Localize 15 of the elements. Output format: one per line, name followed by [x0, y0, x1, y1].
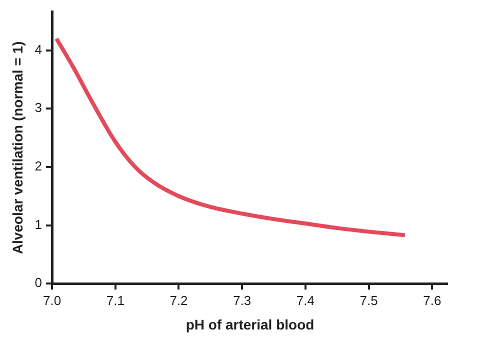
y-tick-label: 3	[34, 100, 42, 116]
x-tick-label: 7.6	[423, 292, 442, 308]
x-tick-label: 7.2	[170, 292, 188, 308]
y-tick-label: 2	[34, 158, 42, 174]
y-tick-label: 1	[34, 216, 42, 232]
y-axis-title: Alveolar ventilation (normal = 1)	[9, 41, 26, 254]
y-tick-label: 4	[34, 42, 42, 57]
x-tick-label: 7.3	[233, 292, 252, 308]
x-tick-label: 7.0	[42, 292, 62, 308]
x-axis-title: pH of arterial blood	[186, 316, 314, 332]
x-tick-label: 7.4	[296, 292, 314, 308]
line-series	[54, 36, 407, 238]
x-tick-label: 7.5	[360, 292, 378, 308]
y-tick-label: 0	[34, 275, 42, 290]
x-tick-label: 7.1	[106, 292, 124, 308]
